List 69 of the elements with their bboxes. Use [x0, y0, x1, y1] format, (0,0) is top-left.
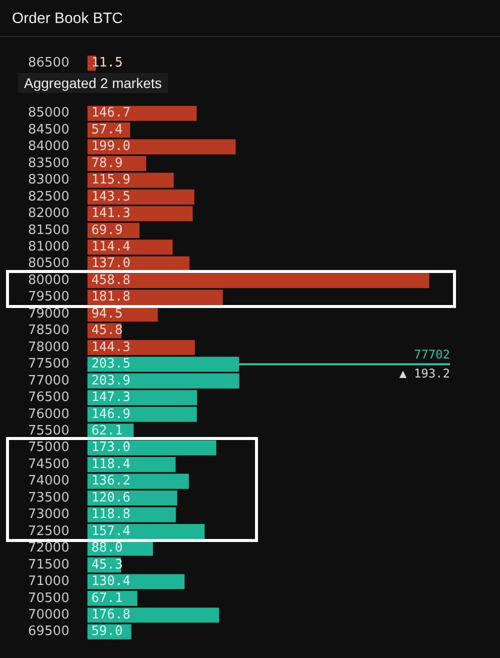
data-label: 144.3 [91, 340, 130, 355]
y-tick-label: 79500 [28, 290, 70, 305]
y-tick-label: 74500 [28, 456, 70, 472]
y-tick-label: 84000 [28, 139, 70, 154]
y-tick-label: 71000 [28, 574, 70, 590]
data-label: 157.4 [91, 524, 131, 539]
data-label: 203.9 [91, 373, 130, 388]
y-tick-label: 82500 [28, 189, 70, 204]
data-label: 146.7 [91, 106, 130, 121]
annotation: ▲ 193.2 [399, 366, 450, 380]
data-label: 130.4 [91, 574, 131, 590]
y-tick-label: 76000 [28, 406, 70, 422]
text: Aggregated 2 markets [18, 73, 168, 93]
data-label: 120.6 [91, 490, 130, 506]
y-tick-label: 83500 [28, 156, 70, 171]
y-tick-label: 72500 [28, 524, 70, 539]
data-label: 146.9 [91, 406, 130, 422]
y-tick-label: 73500 [28, 490, 70, 506]
y-tick-label: 85000 [28, 106, 70, 121]
y-tick-label: 83000 [28, 172, 70, 188]
ref-line-label: 77702 [414, 347, 450, 362]
y-tick-label: 71500 [28, 557, 70, 572]
y-tick-label: 70000 [28, 607, 70, 622]
y-tick-label: 81000 [28, 240, 70, 255]
data-label: 88.0 [91, 540, 123, 556]
data-label: 173.0 [91, 440, 130, 456]
y-tick-label: 79000 [28, 306, 70, 322]
y-tick-label: 80000 [28, 272, 70, 288]
data-label: 118.4 [91, 456, 131, 472]
y-tick-label: 77000 [28, 373, 70, 388]
y-tick-label: 81500 [28, 222, 70, 238]
y-tick-label: 75000 [28, 440, 70, 456]
y-tick-label: 82000 [28, 206, 70, 222]
data-label: 137.0 [91, 256, 130, 272]
y-tick-label: 77500 [28, 356, 70, 372]
data-label: 203.5 [91, 356, 130, 372]
y-tick-label: 72000 [28, 540, 70, 556]
y-tick-label: 70500 [28, 590, 70, 606]
y-tick-label: 73000 [28, 507, 70, 522]
data-label: 114.4 [91, 240, 131, 255]
data-label: 136.2 [91, 474, 130, 489]
y-tick-label: 86500 [28, 56, 70, 71]
data-label: 181.8 [91, 290, 130, 305]
y-tick-label: 75500 [28, 424, 70, 439]
data-label: 59.0 [91, 624, 123, 640]
y-tick-label: 78500 [28, 323, 70, 338]
bar [87, 273, 430, 288]
data-label: 94.5 [91, 306, 123, 322]
y-tick-label: 74000 [28, 474, 70, 489]
y-tick-label: 76500 [28, 390, 70, 406]
data-label: 143.5 [91, 189, 130, 204]
data-label: 69.9 [91, 222, 123, 238]
data-label: 141.3 [91, 206, 130, 222]
data-label: 176.8 [91, 607, 130, 622]
data-label: 62.1 [91, 424, 123, 439]
y-tick-label: 69500 [28, 624, 70, 640]
data-label: 199.0 [91, 139, 130, 154]
bar [87, 290, 223, 305]
y-tick-label: 78000 [28, 340, 70, 355]
data-label: 57.4 [91, 122, 123, 138]
data-label: 115.9 [91, 172, 130, 188]
y-tick-label: 80500 [28, 256, 70, 272]
data-label: 78.9 [91, 156, 123, 171]
chart-title: Order Book BTC [0, 0, 500, 37]
y-tick-label: 84500 [28, 122, 70, 138]
data-label: 147.3 [91, 390, 130, 406]
data-label: 118.8 [91, 507, 130, 522]
data-label: 458.8 [91, 272, 130, 288]
data-label: 67.1 [91, 590, 123, 606]
